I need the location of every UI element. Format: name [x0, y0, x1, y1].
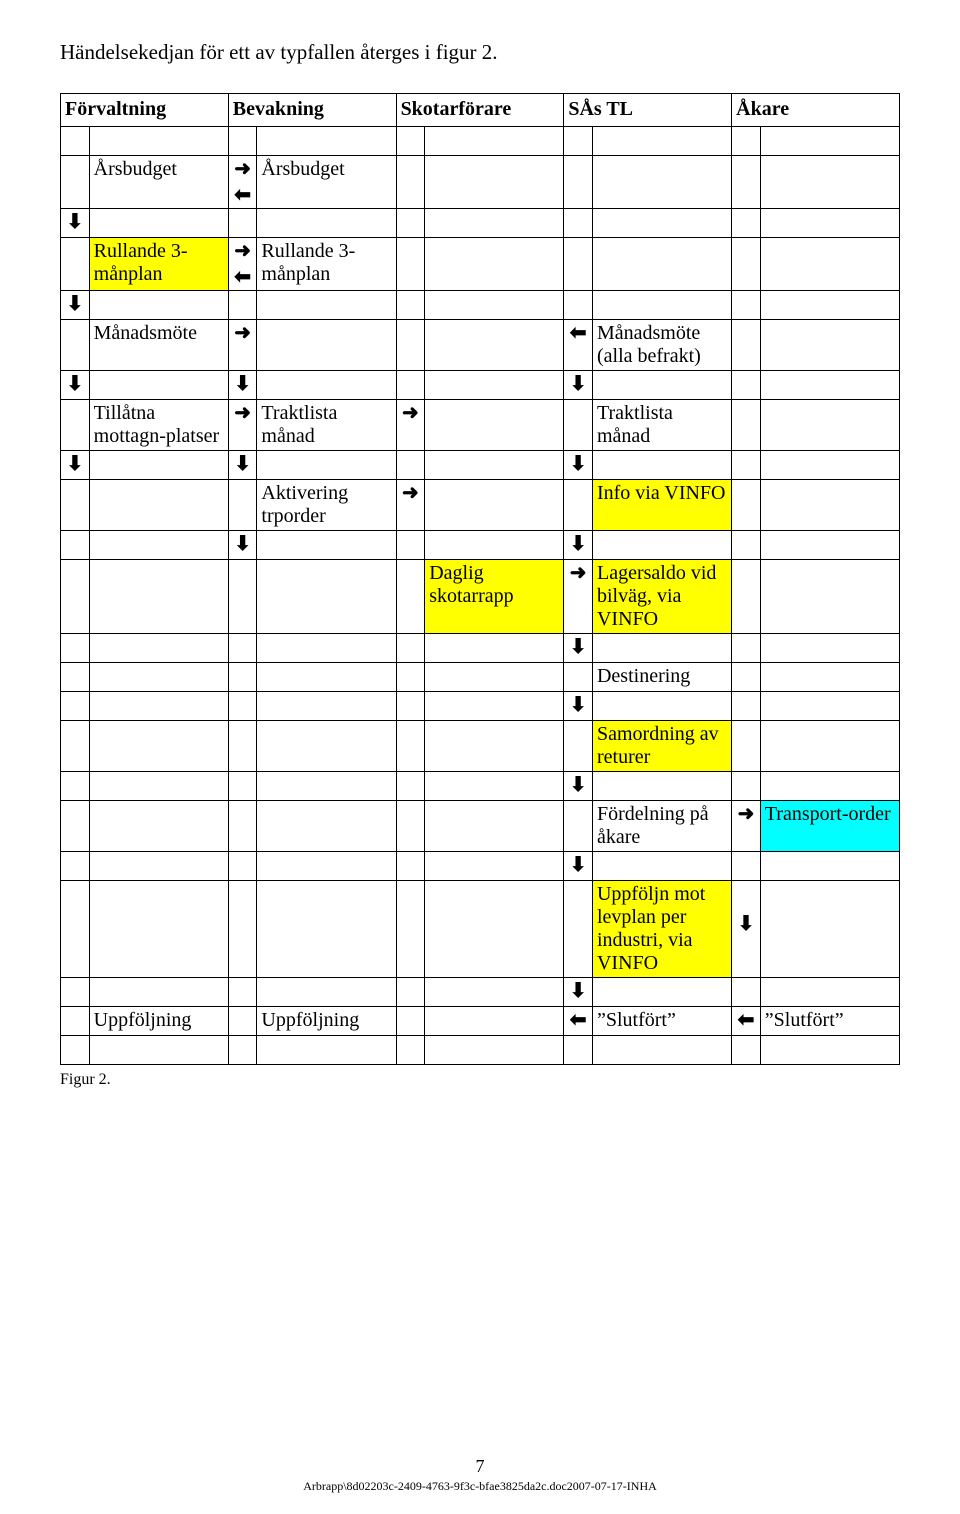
row-down-5: ⬇ ⬇ [61, 531, 900, 560]
arrow-left-icon: ⬅ [732, 1007, 760, 1033]
row-down-10: ⬇ [61, 978, 900, 1007]
cell-arsbudget-1: Årsbudget [90, 156, 228, 184]
cell-lagersaldo: Lagersaldo vid bilväg, via VINFO [593, 560, 731, 633]
cell-rullande-1: Rullande 3-månplan [90, 238, 228, 288]
arrow-right-icon: ➜ [732, 801, 760, 827]
arrow-down-icon: ⬇ [564, 531, 592, 557]
cell-samordning: Samordning av returer [593, 721, 731, 771]
col-header-4: SÅs TL [564, 94, 731, 126]
arrow-down-icon: ⬇ [229, 451, 257, 477]
intro-text: Händelsekedjan för ett av typfallen åter… [60, 40, 900, 65]
page-footer: 7 Arbrapp\8d02203c-2409-4763-9f3c-bfae38… [0, 1456, 960, 1494]
cell-transportorder: Transport-order [761, 801, 899, 829]
arrow-right-icon: ➜ [229, 238, 257, 264]
cell-aktivering: Aktivering trporder [257, 480, 395, 530]
arrow-down-icon: ⬇ [61, 291, 89, 317]
col-header-3: Skotarförare [397, 94, 564, 126]
page-number: 7 [0, 1456, 960, 1477]
spacer-row-end [61, 1036, 900, 1065]
row-rullande: Rullande 3-månplan ➜⬅ Rullande 3-månplan [61, 238, 900, 291]
header-row: Förvaltning Bevakning Skotarförare SÅs T… [61, 94, 900, 127]
cell-manadsmote-4: Månadsmöte (alla befrakt) [593, 320, 731, 370]
cell-tillatna: Tillåtna mottagn-platser [90, 400, 228, 450]
row-arsbudget: Årsbudget ➜⬅ Årsbudget [61, 156, 900, 209]
arrow-right-icon: ➜ [564, 560, 592, 586]
row-down-9: ⬇ [61, 852, 900, 881]
cell-traktlista-2: Traktlista månad [257, 400, 395, 450]
row-aktivering: Aktivering trporder ➜ Info via VINFO [61, 480, 900, 531]
arrow-right-icon: ➜ [397, 400, 425, 426]
row-daglig: Daglig skotarrapp ➜ Lagersaldo vid bilvä… [61, 560, 900, 634]
figure-caption: Figur 2. [60, 1071, 900, 1089]
row-fordelning: Fördelning på åkare ➜ Transport-order [61, 801, 900, 852]
spacer-row [61, 127, 900, 156]
arrow-down-icon: ⬇ [564, 692, 592, 718]
cell-traktlista-4: Traktlista månad [593, 400, 731, 450]
arrow-right-icon: ➜ [229, 320, 257, 346]
cell-fordelning: Fördelning på åkare [593, 801, 731, 851]
arrow-left-icon: ⬅ [229, 264, 257, 290]
arrow-down-icon: ⬇ [61, 209, 89, 235]
arrow-left-icon: ⬅ [564, 320, 592, 346]
cell-destinering: Destinering [593, 663, 731, 691]
cell-manadsmote-1: Månadsmöte [90, 320, 228, 348]
row-down-7: ⬇ [61, 692, 900, 721]
arrow-down-icon: ⬇ [564, 451, 592, 477]
arrow-down-icon: ⬇ [564, 772, 592, 798]
col-header-5: Åkare [732, 94, 899, 126]
row-down-4: ⬇ ⬇ ⬇ [61, 451, 900, 480]
arrow-down-icon: ⬇ [564, 978, 592, 1004]
col-header-2: Bevakning [229, 94, 396, 126]
col-header-1: Förvaltning [61, 94, 228, 126]
cell-uppfoljning-1: Uppföljning [90, 1007, 228, 1035]
footer-path: Arbrapp\8d02203c-2409-4763-9f3c-bfae3825… [0, 1479, 960, 1494]
cell-slutfort-4: ”Slutfört” [593, 1007, 731, 1035]
arrow-down-icon: ⬇ [564, 371, 592, 397]
arrow-right-icon: ➜ [397, 480, 425, 506]
arrow-down-icon: ⬇ [732, 881, 760, 937]
flow-table: Förvaltning Bevakning Skotarförare SÅs T… [60, 93, 900, 1065]
row-manadsmote: Månadsmöte ➜ ⬅ Månadsmöte (alla befrakt) [61, 320, 900, 371]
arrow-right-icon: ➜ [229, 156, 257, 182]
arrow-left-icon: ⬅ [229, 182, 257, 208]
row-slutfort: Uppföljning Uppföljning ⬅ ”Slutfört” ⬅ ”… [61, 1007, 900, 1036]
row-down-3: ⬇ ⬇ ⬇ [61, 371, 900, 400]
cell-uppfoljning-2: Uppföljning [257, 1007, 395, 1035]
row-samordning: Samordning av returer [61, 721, 900, 772]
arrow-down-icon: ⬇ [229, 531, 257, 557]
arrow-down-icon: ⬇ [564, 852, 592, 878]
cell-rullande-2: Rullande 3-månplan [257, 238, 395, 288]
row-down-2: ⬇ [61, 291, 900, 320]
arrow-down-icon: ⬇ [564, 634, 592, 660]
cell-uppfoljn-levplan: Uppföljn mot levplan per industri, via V… [593, 881, 731, 977]
cell-arsbudget-2: Årsbudget [257, 156, 395, 184]
arrow-down-icon: ⬇ [61, 371, 89, 397]
arrow-down-icon: ⬇ [61, 451, 89, 477]
row-destinering: Destinering [61, 663, 900, 692]
arrow-right-icon: ➜ [229, 400, 257, 426]
row-uppfoljn: Uppföljn mot levplan per industri, via V… [61, 881, 900, 978]
row-down-6: ⬇ [61, 634, 900, 663]
cell-daglig: Daglig skotarrapp [425, 560, 563, 610]
cell-slutfort-5: ”Slutfört” [761, 1007, 899, 1035]
arrow-left-icon: ⬅ [564, 1007, 592, 1033]
cell-info-vinfo: Info via VINFO [593, 480, 731, 508]
arrow-down-icon: ⬇ [229, 371, 257, 397]
row-down-8: ⬇ [61, 772, 900, 801]
row-traktlista: Tillåtna mottagn-platser ➜ Traktlista må… [61, 400, 900, 451]
row-down-1: ⬇ [61, 209, 900, 238]
